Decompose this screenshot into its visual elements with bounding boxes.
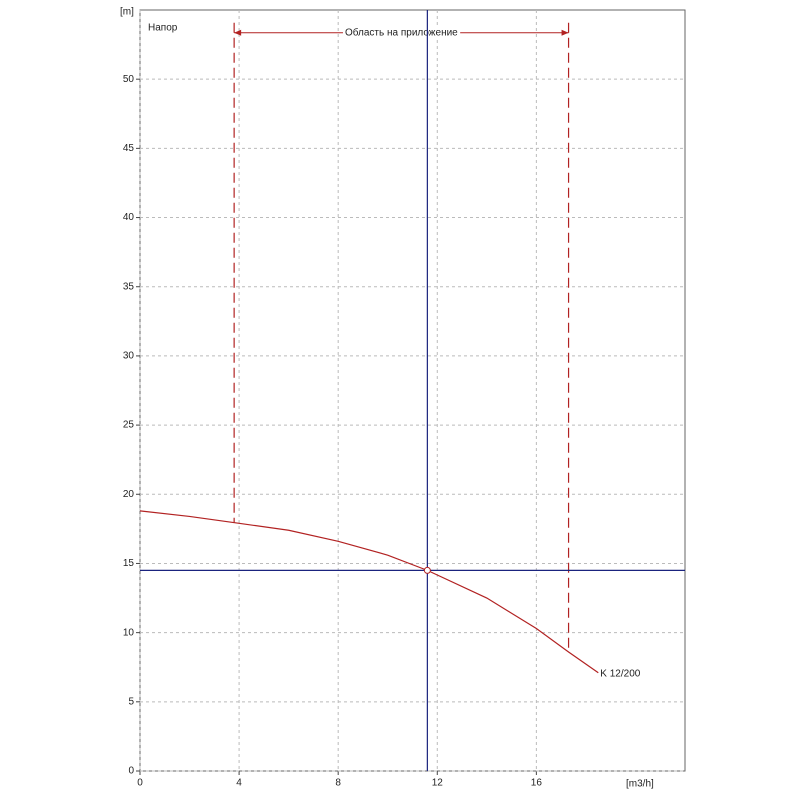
y-axis-label: [m] — [120, 7, 134, 18]
pump-curve — [139, 510, 599, 674]
x-tick-label: 0 — [137, 778, 143, 789]
y-tick-label: 45 — [123, 143, 135, 154]
operating-point — [423, 566, 431, 574]
x-tick-label: 4 — [236, 778, 242, 789]
range-label: Область на приложение — [345, 26, 458, 38]
chart-title: Напор — [148, 23, 178, 34]
x-tick-label: 16 — [531, 778, 543, 789]
x-tick-label: 12 — [432, 778, 444, 789]
x-axis-label: [m3/h] — [626, 779, 654, 790]
y-tick-label: 50 — [123, 74, 135, 85]
plot-frame — [139, 9, 686, 772]
y-tick-label: 35 — [123, 281, 135, 292]
y-tick-label: 10 — [123, 627, 135, 638]
y-tick-label: 40 — [123, 212, 135, 223]
y-tick-label: 5 — [128, 696, 134, 707]
y-tick-label: 30 — [123, 351, 135, 362]
series-label: K 12/200 — [600, 668, 640, 679]
x-tick-label: 8 — [335, 778, 341, 789]
y-tick-label: 25 — [123, 420, 135, 431]
y-tick-label: 20 — [123, 489, 135, 500]
y-tick-label: 0 — [128, 766, 134, 777]
range-label-bg — [342, 26, 461, 39]
y-tick-label: 15 — [123, 558, 135, 569]
